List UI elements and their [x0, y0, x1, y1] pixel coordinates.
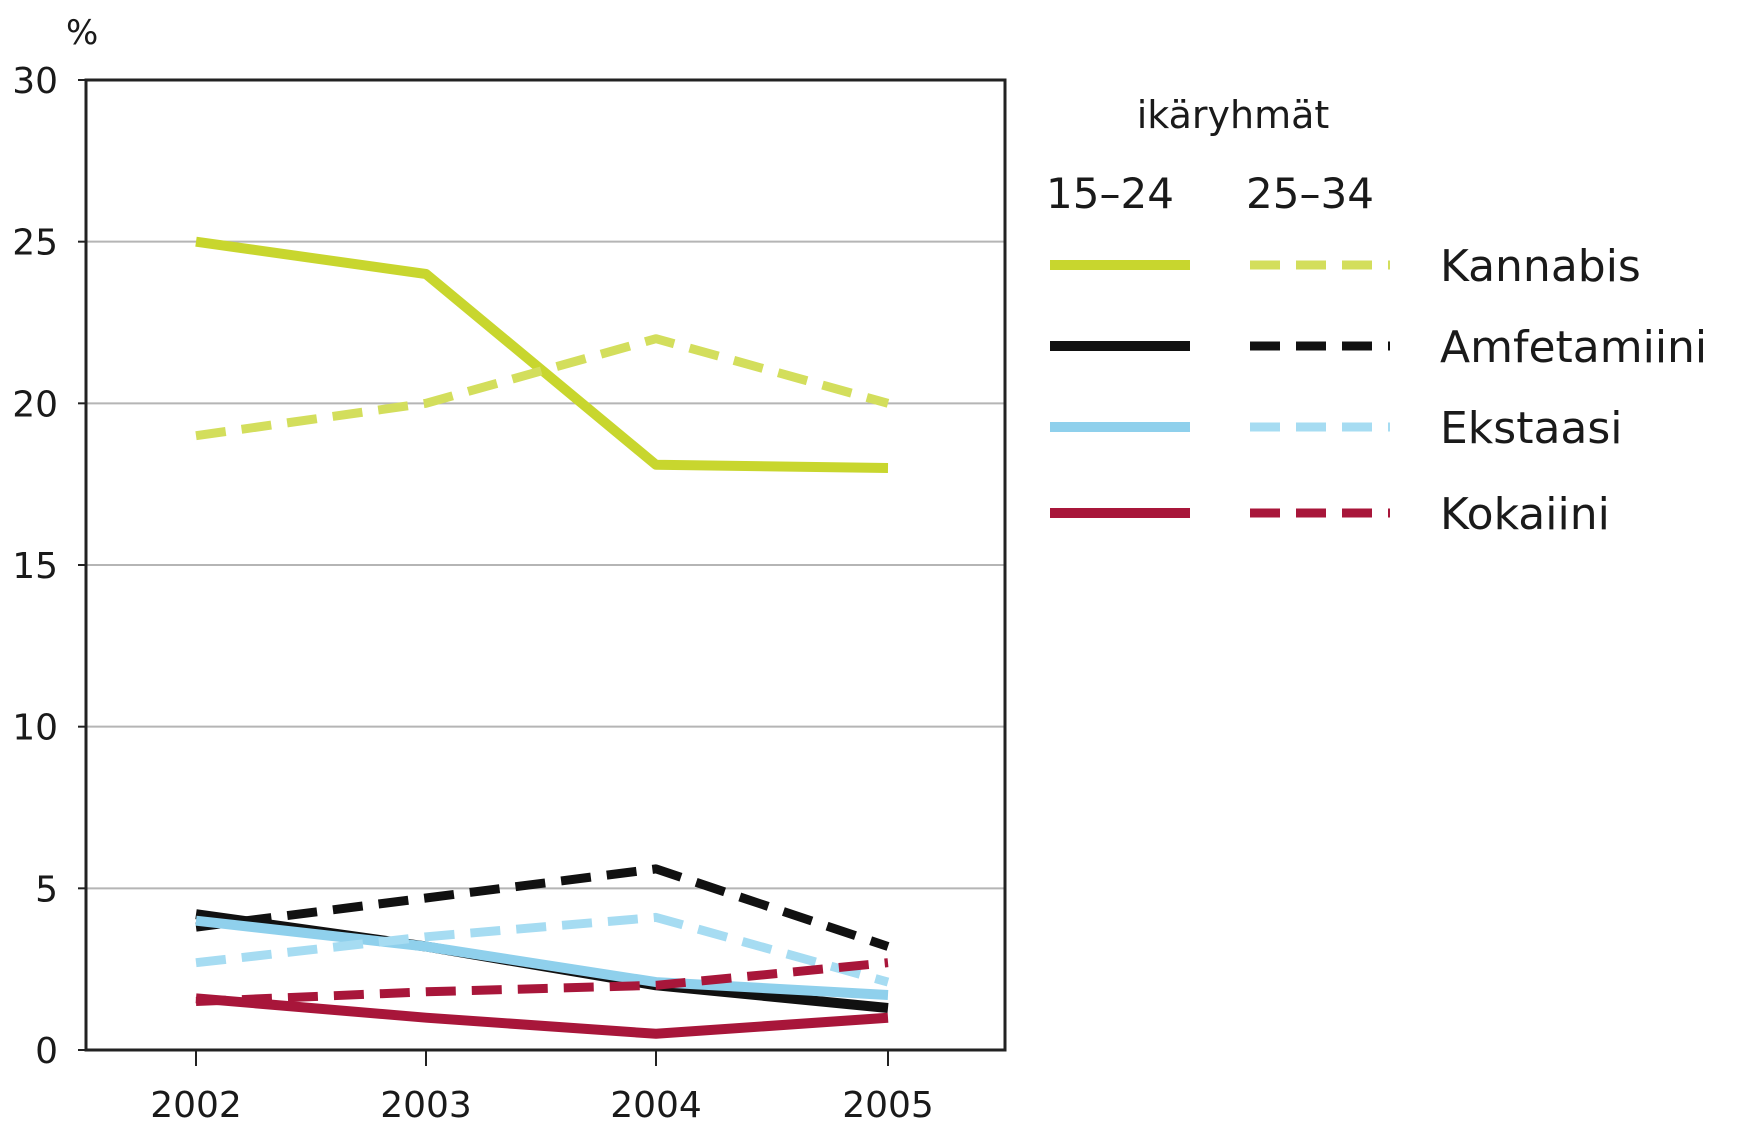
y-tick-label-20: 20 [12, 384, 58, 425]
x-tick-label-2002: 2002 [150, 1085, 242, 1126]
y-tick-label-0: 0 [35, 1031, 58, 1072]
legend-column-label-15-24: 15–24 [1046, 169, 1174, 218]
x-axis-ticks: 2002 2003 2004 2005 [150, 1050, 934, 1126]
legend: ikäryhmät 15–24 25–34 Kannabis Amfetamiin… [1046, 93, 1707, 540]
y-tick-label-15: 15 [12, 546, 58, 587]
y-tick-label-25: 25 [12, 223, 58, 264]
x-tick-label-2005: 2005 [842, 1085, 934, 1126]
legend-label-kokaiini: Kokaiini [1440, 489, 1610, 540]
legend-column-label-25-34: 25–34 [1246, 169, 1374, 218]
y-axis-ticks: 0 5 10 15 20 25 30 [12, 61, 86, 1072]
series-line-kannabis-15-24 [195, 236, 889, 473]
series-line-amfetamiini-25-34 [195, 864, 890, 951]
y-tick-label-5: 5 [35, 869, 58, 910]
y-tick-label-10: 10 [12, 708, 58, 749]
series-line-kokaiini-15-24 [195, 993, 889, 1039]
grid-lines [86, 240, 1005, 890]
y-tick-label-30: 30 [12, 61, 58, 102]
x-tick-label-2004: 2004 [610, 1085, 702, 1126]
series-line-kannabis-25-34 [195, 334, 890, 441]
legend-title: ikäryhmät [1137, 93, 1330, 137]
series-line-ekstaasi-25-34 [195, 912, 890, 987]
legend-label-amfetamiini: Amfetamiini [1440, 322, 1707, 373]
legend-label-kannabis: Kannabis [1440, 241, 1641, 292]
series-line-kokaiini-25-34 [195, 958, 889, 1006]
x-tick-label-2003: 2003 [380, 1085, 472, 1126]
y-unit-label: % [66, 13, 98, 53]
legend-label-ekstaasi: Ekstaasi [1440, 403, 1623, 454]
series-line-ekstaasi-15-24 [195, 915, 889, 1000]
series-lines [195, 236, 890, 1039]
